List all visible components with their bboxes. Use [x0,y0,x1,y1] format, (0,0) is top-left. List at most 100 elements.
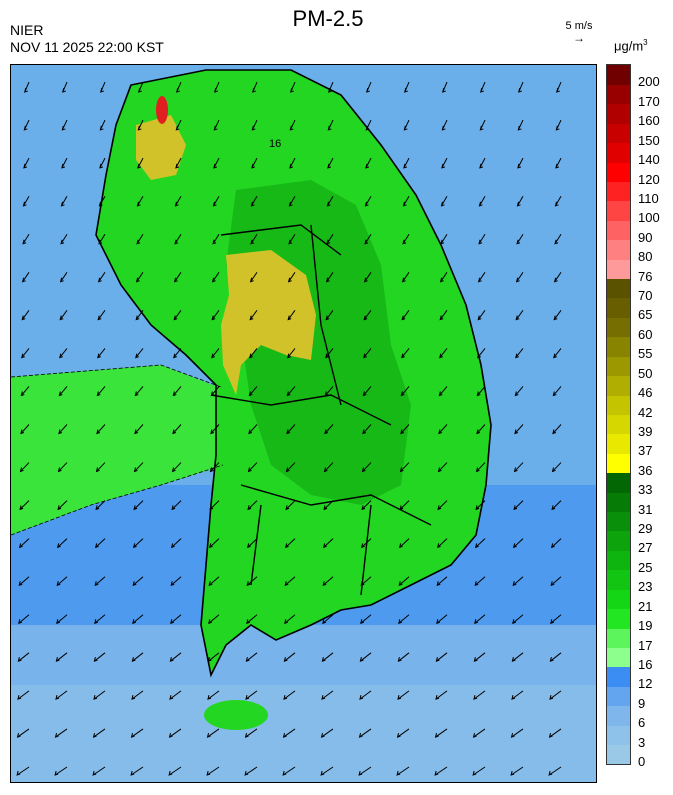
wind-arrow-head [173,315,178,321]
wind-arrow-head [366,87,370,93]
wind-arrow [514,462,524,472]
wind-arrow [209,500,220,510]
wind-arrow [361,538,372,548]
scale-label: 39 [638,423,653,439]
wind-arrow-head [172,429,177,435]
wind-arrow-head [324,391,329,397]
wind-arrow-head [398,619,402,624]
wind-arrow-head [62,87,66,93]
wind-arrow [514,424,524,434]
scale-band [607,162,630,182]
wind-arrow-head [439,315,444,321]
wind-arrow-head [328,87,332,93]
wind-arrow-head [512,581,517,587]
wind-arrow [57,500,68,510]
wind-arrow-head [250,239,255,245]
wind-arrow-head [325,277,330,283]
wind-arrow [173,348,182,358]
wind-arrow [134,462,144,472]
scale-label: 37 [638,443,653,459]
wind-arrow-head [515,277,520,283]
wind-arrow [400,386,410,396]
wind-arrow [17,728,30,738]
scale-band [607,220,630,241]
wind-arrow [512,614,524,624]
scale-label: 170 [638,93,660,109]
scale-band [607,123,630,144]
wind-arrow-head [59,353,63,359]
wind-arrow-head [555,163,560,169]
wind-arrow-head [56,543,61,549]
wind-arrow [246,652,258,662]
wind-arrow-head [21,277,26,283]
wind-arrow-head [174,201,179,207]
wind-arrow-head [61,125,66,131]
wind-arrow-head [287,353,291,359]
wind-arrow [359,690,372,700]
wind-arrow [96,386,106,396]
wind-arrow-head [552,391,557,397]
wind-arrow [285,500,296,510]
wind-arrow [434,766,448,776]
wind-arrow-head [548,770,553,776]
wind-arrow-head [511,657,516,662]
scale-band [607,453,630,474]
wind-arrow [476,462,486,472]
wind-arrow-head [474,581,479,587]
wind-arrow-head [326,201,331,207]
wind-arrow-head [130,732,135,738]
wind-arrow [325,310,334,320]
scale-band [607,666,630,687]
wind-arrow [172,462,182,472]
wind-arrow [169,728,182,738]
wind-arrow [55,728,68,738]
scale-label: 160 [638,113,660,129]
wind-arrow-head [208,581,213,587]
wind-arrow-head [134,429,139,435]
wind-arrow [97,348,106,358]
wind-arrow-head [56,619,60,624]
wind-arrow-head [284,619,288,624]
wind-arrow [517,195,524,207]
wind-arrow-head [435,695,440,700]
wind-arrow [98,272,106,282]
scale-band [607,472,630,493]
wind-arrow-head [434,770,439,776]
wind-arrow-head [322,581,327,587]
scale-band [607,84,630,105]
wind-arrow [401,348,410,358]
wind-arrow [360,652,372,662]
wind-arrow [397,690,410,700]
scale-label: 36 [638,462,653,478]
wind-arrow [211,348,220,358]
wind-arrow-head [290,87,294,93]
wind-arrow [21,348,30,358]
wind-arrow-head [398,543,403,549]
wind-arrow-head [56,581,61,587]
wind-arrow-head [510,732,515,738]
wind-arrow [475,538,486,548]
wind-arrow [19,500,30,510]
wind-arrow [440,233,448,245]
wind-arrow [362,424,372,434]
wind-arrow [137,195,144,207]
wind-arrow-head [211,277,216,283]
wind-arrow-head [512,619,516,624]
wind-arrow-head [171,467,176,473]
wind-arrow-head [213,125,218,131]
wind-arrow [438,386,448,396]
wind-arrow-head [282,732,287,738]
wind-arrow-head [211,353,215,359]
scale-band [607,259,630,280]
wind-arrow [172,424,182,434]
scale-band [607,200,630,221]
wind-arrow-head [478,201,483,207]
wind-arrow [245,728,258,738]
wind-arrow [554,272,562,282]
wind-arrow [327,195,334,207]
wind-arrow [94,652,106,662]
unit-exponent: 3 [643,38,648,47]
pm-hotspot [156,96,168,124]
scale-band [607,317,630,338]
wind-arrow [23,195,30,207]
